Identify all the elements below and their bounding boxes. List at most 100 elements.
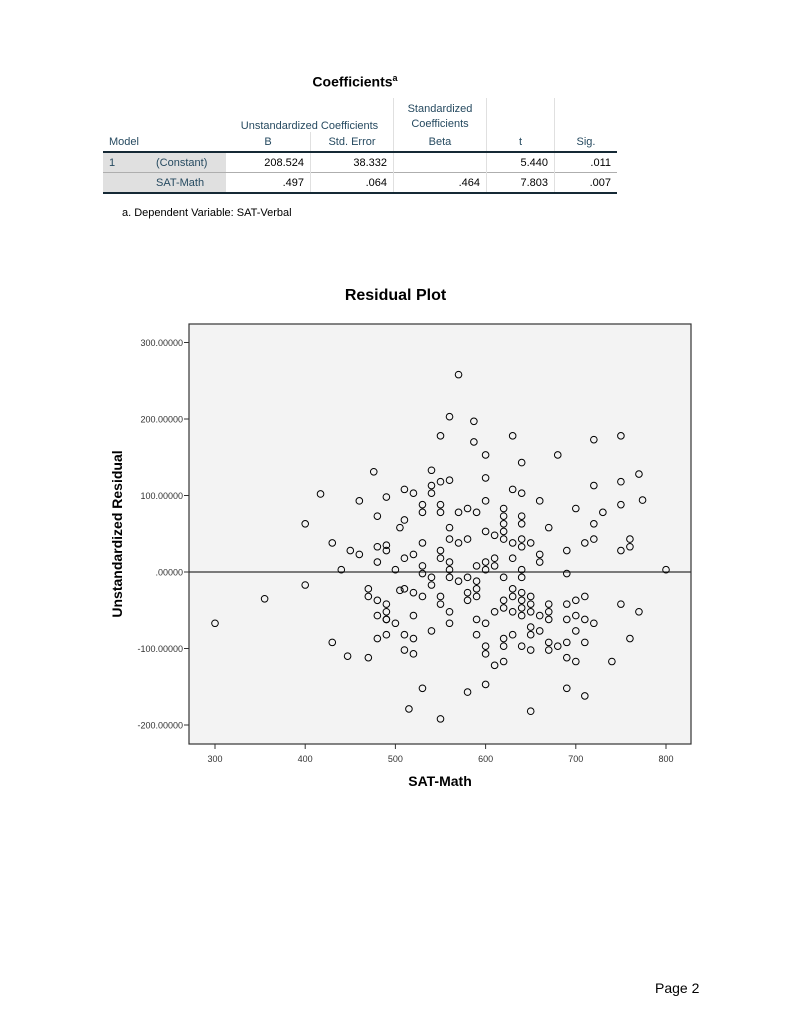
data-point bbox=[526, 646, 535, 654]
data-point bbox=[472, 508, 481, 517]
data-point bbox=[562, 600, 571, 608]
data-point bbox=[481, 650, 490, 658]
data-point bbox=[517, 611, 526, 620]
chart-title: Residual Plot bbox=[344, 287, 447, 304]
data-point bbox=[499, 642, 508, 651]
data-point bbox=[526, 600, 535, 608]
y-axis-label: Unstandardized Residual bbox=[109, 450, 125, 617]
data-point bbox=[562, 638, 571, 647]
unstandardized-header: Unstandardized Coefficients bbox=[226, 98, 394, 132]
data-point bbox=[472, 585, 481, 593]
data-point bbox=[418, 562, 427, 570]
data-point bbox=[508, 630, 517, 639]
data-point bbox=[544, 646, 553, 654]
data-point bbox=[369, 467, 378, 476]
data-point bbox=[396, 523, 404, 532]
data-point bbox=[316, 490, 325, 498]
standardized-header: Standardized Coefficients bbox=[393, 98, 487, 132]
data-point bbox=[490, 607, 499, 616]
data-point bbox=[481, 451, 490, 459]
y-tick-label: 100.00000 bbox=[140, 491, 183, 501]
data-point bbox=[490, 531, 499, 540]
data-point bbox=[499, 512, 508, 520]
data-point bbox=[590, 619, 598, 628]
data-point bbox=[508, 607, 517, 616]
data-point bbox=[517, 604, 526, 612]
data-point bbox=[508, 432, 517, 440]
data-point bbox=[463, 588, 472, 597]
data-point bbox=[427, 627, 436, 635]
data-point bbox=[517, 512, 526, 520]
data-point bbox=[436, 600, 445, 608]
data-point bbox=[346, 546, 355, 555]
plot-area bbox=[188, 323, 692, 745]
data-point bbox=[617, 600, 625, 608]
x-tick-label: 600 bbox=[478, 754, 493, 764]
data-point bbox=[400, 630, 409, 639]
data-point bbox=[499, 634, 508, 643]
data-point bbox=[427, 466, 436, 475]
data-point bbox=[635, 470, 643, 478]
data-point bbox=[562, 546, 571, 555]
data-point bbox=[544, 638, 553, 647]
data-point bbox=[481, 474, 490, 482]
data-point bbox=[535, 611, 544, 620]
data-point bbox=[445, 565, 454, 574]
col-b: B bbox=[226, 132, 311, 152]
data-point bbox=[382, 546, 391, 555]
data-point bbox=[481, 527, 490, 536]
y-tick-label: -200.00000 bbox=[137, 721, 183, 731]
data-point bbox=[599, 508, 607, 517]
data-point bbox=[463, 688, 472, 696]
data-point bbox=[400, 485, 409, 494]
data-point bbox=[617, 546, 625, 555]
data-point bbox=[572, 504, 580, 513]
col-model: Model bbox=[109, 135, 139, 148]
data-point bbox=[400, 516, 409, 524]
data-point bbox=[517, 642, 526, 651]
data-point bbox=[436, 554, 445, 563]
data-point bbox=[499, 527, 508, 536]
data-point bbox=[626, 542, 634, 551]
data-point bbox=[472, 630, 481, 639]
data-point bbox=[427, 573, 436, 582]
data-point bbox=[562, 569, 571, 578]
data-point bbox=[544, 523, 553, 532]
data-point bbox=[445, 573, 454, 582]
data-point bbox=[590, 535, 598, 543]
data-point bbox=[418, 569, 427, 578]
data-point bbox=[445, 523, 454, 532]
data-point bbox=[400, 585, 409, 593]
data-point bbox=[409, 489, 418, 498]
data-point bbox=[260, 594, 269, 603]
x-tick-label: 500 bbox=[388, 754, 403, 764]
data-point bbox=[581, 592, 589, 601]
data-point bbox=[463, 504, 472, 513]
data-point bbox=[405, 705, 413, 713]
y-tick-label: 200.00000 bbox=[140, 415, 183, 425]
data-point bbox=[418, 500, 427, 509]
data-point bbox=[490, 661, 499, 670]
data-point bbox=[638, 496, 647, 504]
data-point bbox=[436, 477, 445, 486]
data-point bbox=[427, 581, 436, 589]
data-point bbox=[355, 497, 364, 505]
data-point bbox=[409, 634, 418, 643]
data-point bbox=[470, 417, 478, 426]
data-point bbox=[463, 535, 472, 543]
data-point bbox=[553, 642, 562, 651]
data-point bbox=[499, 535, 508, 543]
data-point bbox=[409, 550, 418, 559]
data-point bbox=[454, 539, 463, 547]
y-tick-label: 300.00000 bbox=[140, 338, 183, 348]
data-point bbox=[608, 657, 616, 666]
data-point bbox=[454, 508, 463, 517]
data-point bbox=[517, 565, 526, 574]
data-point bbox=[590, 520, 598, 528]
data-point bbox=[572, 627, 580, 635]
data-point bbox=[517, 596, 526, 605]
data-point bbox=[373, 634, 382, 643]
data-point bbox=[436, 715, 445, 723]
data-point bbox=[517, 489, 526, 498]
y-tick-label: .00000 bbox=[155, 568, 183, 578]
